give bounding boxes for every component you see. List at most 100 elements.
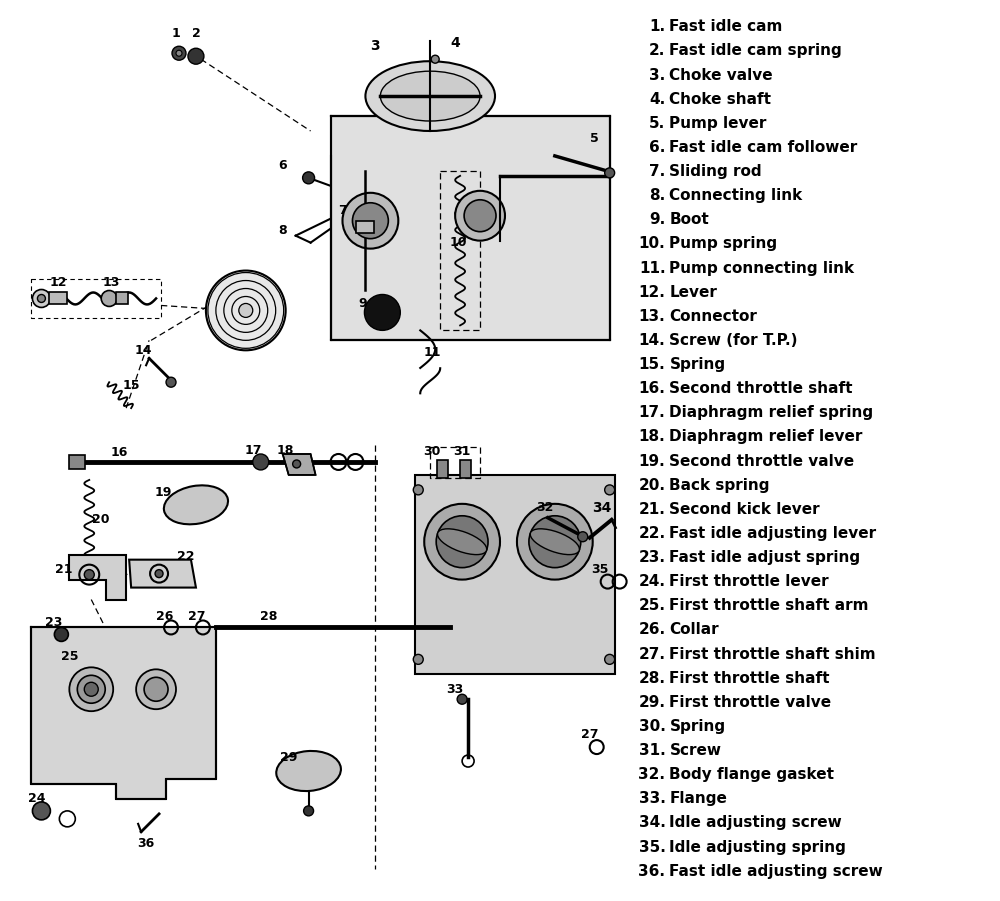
Text: 27: 27 [188,610,206,623]
Text: Pump lever: Pump lever [669,116,767,131]
Text: Lever: Lever [669,285,717,300]
Circle shape [529,515,581,568]
Text: Fast idle cam follower: Fast idle cam follower [669,140,858,155]
Text: 29: 29 [280,751,297,763]
Ellipse shape [365,61,495,131]
Text: Second kick lever: Second kick lever [669,502,820,517]
Text: Fast idle adjusting screw: Fast idle adjusting screw [669,864,883,878]
Circle shape [364,295,400,331]
Circle shape [342,193,398,249]
Text: 25: 25 [61,650,78,663]
Ellipse shape [438,529,487,555]
Circle shape [239,304,253,317]
Text: 32: 32 [536,501,554,514]
Bar [437,460,448,478]
Text: 27: 27 [581,728,598,741]
Text: First throttle shaft shim: First throttle shaft shim [669,647,876,661]
Text: 14.: 14. [639,333,665,348]
Circle shape [464,200,496,232]
Text: 18: 18 [277,443,294,457]
Text: 2.: 2. [649,43,665,59]
Text: 11: 11 [423,346,441,359]
Text: Boot: Boot [669,213,709,227]
Text: Pump spring: Pump spring [669,236,778,251]
Bar [49,293,67,305]
Text: 12: 12 [50,276,67,289]
Text: First throttle valve: First throttle valve [669,695,832,710]
Text: 16.: 16. [639,381,665,396]
Text: Pump connecting link: Pump connecting link [669,260,855,276]
Text: Flange: Flange [669,791,727,806]
Ellipse shape [380,71,480,121]
Text: 10: 10 [449,236,467,250]
Text: 27.: 27. [638,647,665,661]
Text: 25.: 25. [638,598,665,614]
Text: 2: 2 [192,27,200,40]
Text: 30.: 30. [639,719,665,734]
Text: 23: 23 [45,616,62,629]
Text: 24: 24 [28,792,45,805]
Text: 32.: 32. [638,768,665,782]
Circle shape [424,504,500,579]
Text: Fast idle cam: Fast idle cam [669,19,783,34]
Circle shape [605,654,615,664]
Bar [69,455,85,469]
Circle shape [455,191,505,241]
Circle shape [304,805,314,816]
Text: 36.: 36. [638,864,665,878]
Circle shape [172,46,186,60]
Bar [116,293,128,305]
Circle shape [253,454,269,470]
Text: 33: 33 [447,683,464,696]
Text: 6.: 6. [649,140,665,155]
Text: Spring: Spring [669,719,726,734]
Text: 35.: 35. [639,840,665,854]
Circle shape [436,515,488,568]
Text: 18.: 18. [639,430,665,444]
Text: 4: 4 [450,36,460,50]
Bar [460,460,471,478]
Circle shape [69,668,113,711]
Text: 20: 20 [92,514,110,526]
Text: Sliding rod: Sliding rod [669,164,762,179]
Text: 20.: 20. [638,478,665,493]
Text: First throttle shaft arm: First throttle shaft arm [669,598,869,614]
Text: Connecting link: Connecting link [669,188,803,204]
Text: 31: 31 [453,445,471,459]
Circle shape [155,569,163,578]
Text: Back spring: Back spring [669,478,770,493]
Polygon shape [31,627,216,799]
Text: Fast idle adjust spring: Fast idle adjust spring [669,551,861,565]
Text: Screw (for T.P.): Screw (for T.P.) [669,333,798,348]
Circle shape [206,270,286,350]
Text: 4.: 4. [649,92,665,106]
Text: 22: 22 [177,551,195,563]
Text: Diaphragm relief spring: Diaphragm relief spring [669,405,874,421]
Text: 17.: 17. [639,405,665,421]
Text: 9.: 9. [649,213,665,227]
Circle shape [166,378,176,387]
Text: Idle adjusting screw: Idle adjusting screw [669,815,842,831]
Text: 26: 26 [156,610,174,623]
Text: 26.: 26. [638,623,665,638]
Text: 12.: 12. [639,285,665,300]
Text: 30: 30 [424,445,441,459]
Text: 19.: 19. [639,453,665,469]
Text: Idle adjusting spring: Idle adjusting spring [669,840,846,854]
Text: 6: 6 [278,159,287,172]
Circle shape [413,485,423,495]
Bar [415,475,615,674]
Text: 36: 36 [137,837,155,851]
Text: First throttle shaft: First throttle shaft [669,670,830,686]
Circle shape [136,669,176,709]
Text: 23.: 23. [638,551,665,565]
Text: Collar: Collar [669,623,719,638]
Text: 31.: 31. [639,743,665,758]
Text: 14: 14 [134,344,152,357]
Circle shape [54,627,68,642]
Text: 34.: 34. [639,815,665,831]
Text: 11.: 11. [639,260,665,276]
Text: 3.: 3. [649,68,665,83]
Text: 28.: 28. [638,670,665,686]
Circle shape [144,678,168,701]
